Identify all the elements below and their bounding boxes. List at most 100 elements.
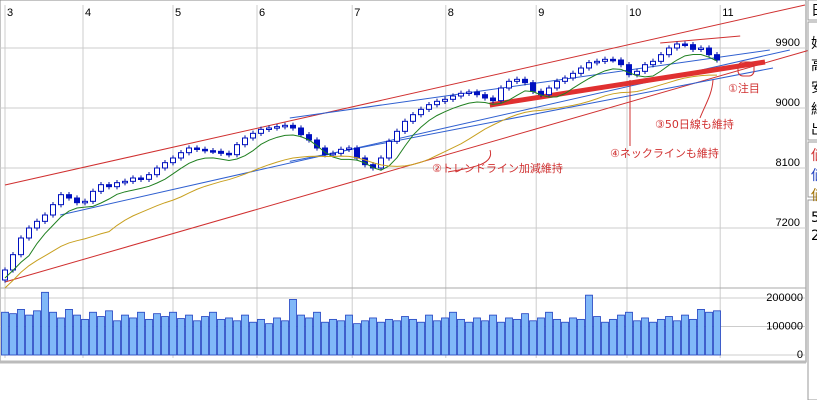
volume-bar [145,318,153,356]
volume-bar [529,320,537,356]
volume-bar [489,314,497,356]
volume-bar [657,318,665,356]
annotation-circle [737,61,755,77]
volume-bar [457,318,465,356]
trendline [4,49,810,283]
volume-bar [417,321,425,356]
volume-bar [73,314,81,356]
volume-bar [281,320,289,356]
candle [626,64,632,76]
candle [682,43,688,46]
candle [218,150,224,154]
candle [146,174,152,180]
candle [154,167,160,176]
annotation-pointer [699,79,714,119]
volume-bar [129,317,137,356]
annotation-1: ①注目 [728,81,760,95]
volume-bar [201,316,209,356]
candle [34,220,40,229]
volume-bar [409,318,417,356]
annotation-4: ④ネックラインも維持 [610,146,719,160]
candle [618,59,624,66]
candle [114,182,120,188]
candle [546,87,552,96]
moving-average-line [4,74,718,289]
side-panel-label: 2 [811,228,817,244]
volume-bar [169,311,177,356]
volume-bar [601,321,609,356]
volume-bar [673,320,681,356]
month-label: 5 [175,7,181,19]
candle [322,147,328,156]
volume-bar [33,310,41,356]
volume-bar [137,311,145,356]
volume-bar [89,311,97,356]
candle [642,64,648,72]
candle [178,152,184,159]
volume-bar [377,321,385,356]
volume-bar [81,318,89,356]
candle [570,72,576,79]
candle [530,82,536,92]
side-panel-label: 終 [811,102,817,118]
volume-bar [329,318,337,356]
candle [330,152,336,156]
volume-bar [241,314,249,356]
volume-bar [481,320,489,356]
candle [202,148,208,152]
candle [74,197,80,204]
month-label: 9 [538,7,544,19]
volume-bar [369,317,377,356]
candle [266,127,272,130]
volume-bar [401,316,409,356]
month-label: 8 [448,7,454,19]
candle [338,148,344,154]
volume-bar [113,320,121,356]
candle [242,137,248,146]
volume-bar [505,317,513,356]
price-tick-label: 8100 [776,157,800,169]
trendline [489,59,766,108]
candle [610,58,616,62]
month-label: 4 [85,7,91,19]
volume-bar [393,320,401,356]
volume-bar [641,317,649,356]
candle [50,204,56,216]
candle [498,87,504,102]
candle [514,78,520,82]
candle [466,91,472,94]
candle [658,54,664,62]
volume-bar [545,311,553,356]
candle [98,184,104,192]
candle [434,100,440,106]
trendline [289,67,774,162]
candle [594,60,600,64]
candle [26,227,32,239]
volume-bar [697,308,705,356]
candle [290,124,296,129]
volume-bar [465,321,473,356]
volume-bar [161,316,169,356]
volume-bar [121,314,129,356]
volume-bar [353,323,361,356]
candle [634,70,640,76]
side-panel-label: 値 [811,148,817,164]
volume-bar [305,317,313,356]
volume-bar [209,311,217,356]
candle [394,130,400,142]
volume-bar [561,321,569,356]
month-label: 11 [722,7,733,19]
volume-bar [249,321,257,356]
month-label: 7 [354,7,360,19]
volume-bar [521,313,529,356]
candle [490,97,496,102]
side-panel-label: 安 [811,80,817,96]
candle [506,80,512,89]
volume-bar [441,317,449,356]
candle [162,162,168,169]
volume-bar [569,317,577,356]
candle [250,132,256,139]
candle [674,43,680,49]
annotation-2: ②トレンドライン加減維持 [432,161,563,175]
volume-bar [41,291,49,356]
